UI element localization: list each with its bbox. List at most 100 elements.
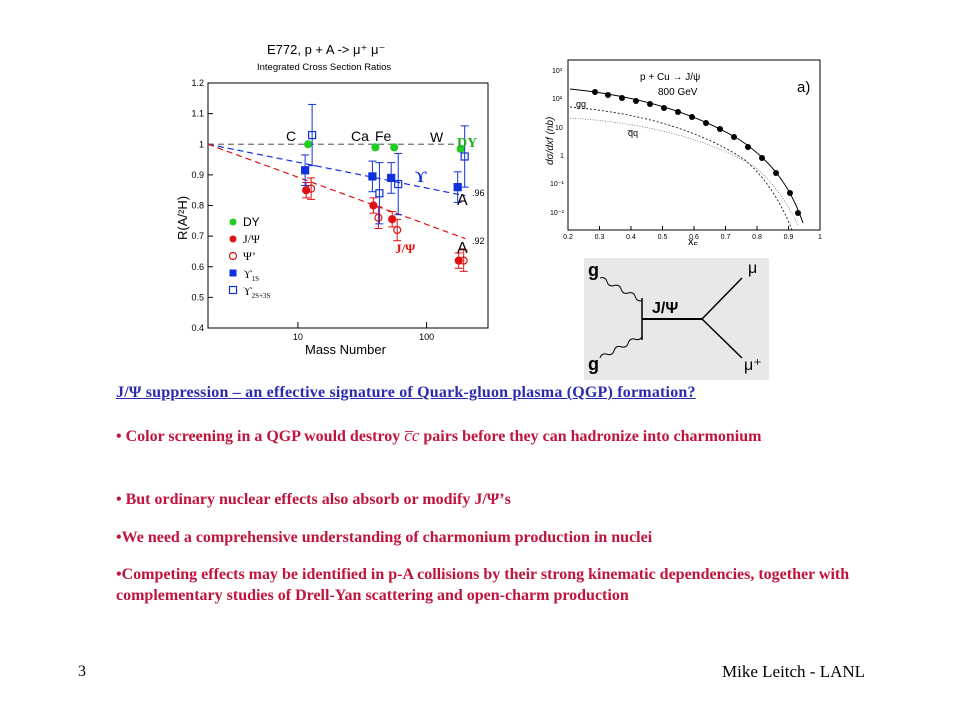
chart-title: E772, p + A -> μ⁺ μ⁻: [267, 42, 385, 57]
xf-point-9: [717, 126, 723, 132]
legend: DY J/Ψ Ψ’ ϒ1S ϒ2S+3S: [228, 215, 271, 300]
legend-y1s-sub: 1S: [252, 275, 260, 283]
gluon-bottom-line: [599, 335, 643, 359]
legend-jpsi-marker: [229, 235, 237, 243]
xf-xtick-label-1: 0.3: [595, 234, 605, 241]
xf-ytick-3: 1: [560, 153, 564, 160]
muon-bottom-line: [701, 318, 743, 359]
y-tick-label-4: 0.8: [191, 201, 204, 211]
point-3-1: [368, 172, 377, 181]
xf-xtick-label-8: 1: [818, 234, 822, 241]
xf-ytick-0: 10³: [552, 68, 563, 75]
label-W: W: [430, 129, 444, 145]
xf-point-8: [703, 120, 709, 126]
footer-author: Mike Leitch - LANL: [722, 662, 866, 681]
point-4-1: [375, 189, 384, 198]
xf-xtick-label-3: 0.5: [658, 234, 668, 241]
xf-gg-curve: [569, 106, 793, 231]
jpsi-curve-label: J/Ψ: [395, 241, 416, 256]
fit-line-jpsi: [207, 143, 466, 240]
bullet-color-screening: • Color screening in a QGP would destroy…: [116, 425, 876, 447]
gluon-top-label: g: [588, 260, 599, 280]
xf-point-1: [605, 92, 611, 98]
legend-y1s: ϒ1S: [243, 267, 259, 283]
legend-psiprime-marker: [228, 251, 238, 261]
xf-xtick-label-7: 0.9: [784, 234, 794, 241]
label-Ca: Ca: [351, 128, 369, 144]
xf-point-7: [689, 114, 695, 120]
xf-ytick-5: 10⁻²: [550, 210, 564, 217]
xf-ytick-1: 10²: [552, 96, 563, 103]
legend-y2s-marker: [228, 285, 238, 295]
xf-point-12: [759, 155, 765, 161]
xf-x-ticks: 0.2 0.3 0.4 0.5 0.6 0.7 0.8 0.9 1: [563, 226, 822, 241]
point-3-3: [453, 183, 462, 192]
fit-upsilon-A: A: [457, 192, 468, 209]
point-4-2: [394, 179, 403, 189]
xf-xtick-label-4: 0.6: [689, 234, 699, 241]
xf-data-points: [592, 89, 801, 216]
bullet-competing-effects: •Competing effects may be identified in …: [116, 566, 850, 604]
y-tick-label-5: 0.7: [191, 231, 204, 241]
point-0-1: [371, 143, 380, 152]
xf-xtick-label-6: 0.8: [752, 234, 762, 241]
xf-point-6: [675, 109, 681, 115]
y-tick-label-8: 0.4: [191, 323, 204, 333]
point-4-0: [308, 130, 317, 140]
bullet-comprehensive: •We need a comprehensive understanding o…: [116, 529, 653, 546]
legend-y2s: ϒ2S+3S: [243, 284, 271, 300]
xf-point-0: [592, 89, 598, 95]
legend-y2s-symbol: ϒ: [243, 284, 252, 298]
upsilon-curve-label: ϒ: [415, 169, 427, 186]
y-tick-label-7: 0.5: [191, 292, 204, 302]
xf-point-5: [661, 105, 667, 111]
point-0-2: [390, 143, 399, 152]
y-tick-label-2: 1: [199, 139, 204, 149]
xf-point-3: [633, 98, 639, 104]
xf-point-2: [619, 95, 625, 101]
xf-point-13: [773, 170, 779, 176]
y-tick-label-6: 0.6: [191, 262, 204, 272]
muon-top-line: [701, 277, 743, 320]
data-points: [301, 103, 469, 272]
xf-total-curve: [569, 88, 804, 224]
xf-gg-label: gg: [576, 99, 586, 109]
bullet-1-pre: • Color screening in a QGP would destroy: [116, 428, 405, 445]
xf-point-14: [787, 190, 793, 196]
point-2-3: [459, 256, 468, 265]
bullet-1-post: pairs before they can hadronize into cha…: [419, 428, 762, 445]
legend-dy-marker: [229, 218, 237, 226]
label-Fe: Fe: [375, 128, 392, 144]
fit-line-upsilon: [207, 143, 466, 197]
legend-y2s-sub: 2S+3S: [252, 292, 271, 300]
xf-energy-label: 800 GeV: [658, 87, 698, 98]
legend-y1s-marker: [229, 269, 237, 277]
legend-dy: DY: [243, 215, 260, 229]
gluon-bottom-label: g: [588, 354, 599, 374]
bullet-nuclear-effects: • But ordinary nuclear effects also abso…: [116, 491, 511, 508]
point-0-0: [304, 140, 313, 149]
x-tick-label-1: 100: [419, 332, 434, 342]
y-tick-label-0: 1.2: [191, 78, 204, 88]
xf-xlabel-sub: F: [694, 242, 698, 245]
y-tick-label-1: 1.1: [191, 109, 204, 119]
xf-plot-frame: [567, 59, 821, 231]
xf-qq-label: q̅q: [627, 128, 638, 138]
cc-bar-symbol: c̅c: [404, 426, 420, 445]
point-2-1: [374, 213, 383, 222]
point-2-0: [307, 184, 316, 193]
point-2-2: [393, 225, 402, 235]
muon-top-label: μ: [748, 260, 757, 277]
point-3-0: [301, 166, 310, 175]
legend-jpsi: J/Ψ: [243, 232, 260, 246]
xf-ylabel: dσ/dxf (nb): [545, 117, 556, 165]
x-tick-label-0: 10: [293, 332, 303, 342]
xf-point-15: [795, 210, 801, 216]
xf-point-10: [731, 134, 737, 140]
point-1-1: [369, 201, 378, 210]
xf-ytick-2: 10: [555, 125, 563, 132]
x-axis-label: Mass Number: [305, 342, 387, 357]
y-ticks: 1.2 1.1 1 0.9 0.8 0.7 0.6 0.5 0.4: [191, 78, 213, 333]
fit-jpsi-A: A: [457, 240, 468, 257]
y-tick-label-3: 0.9: [191, 170, 204, 180]
